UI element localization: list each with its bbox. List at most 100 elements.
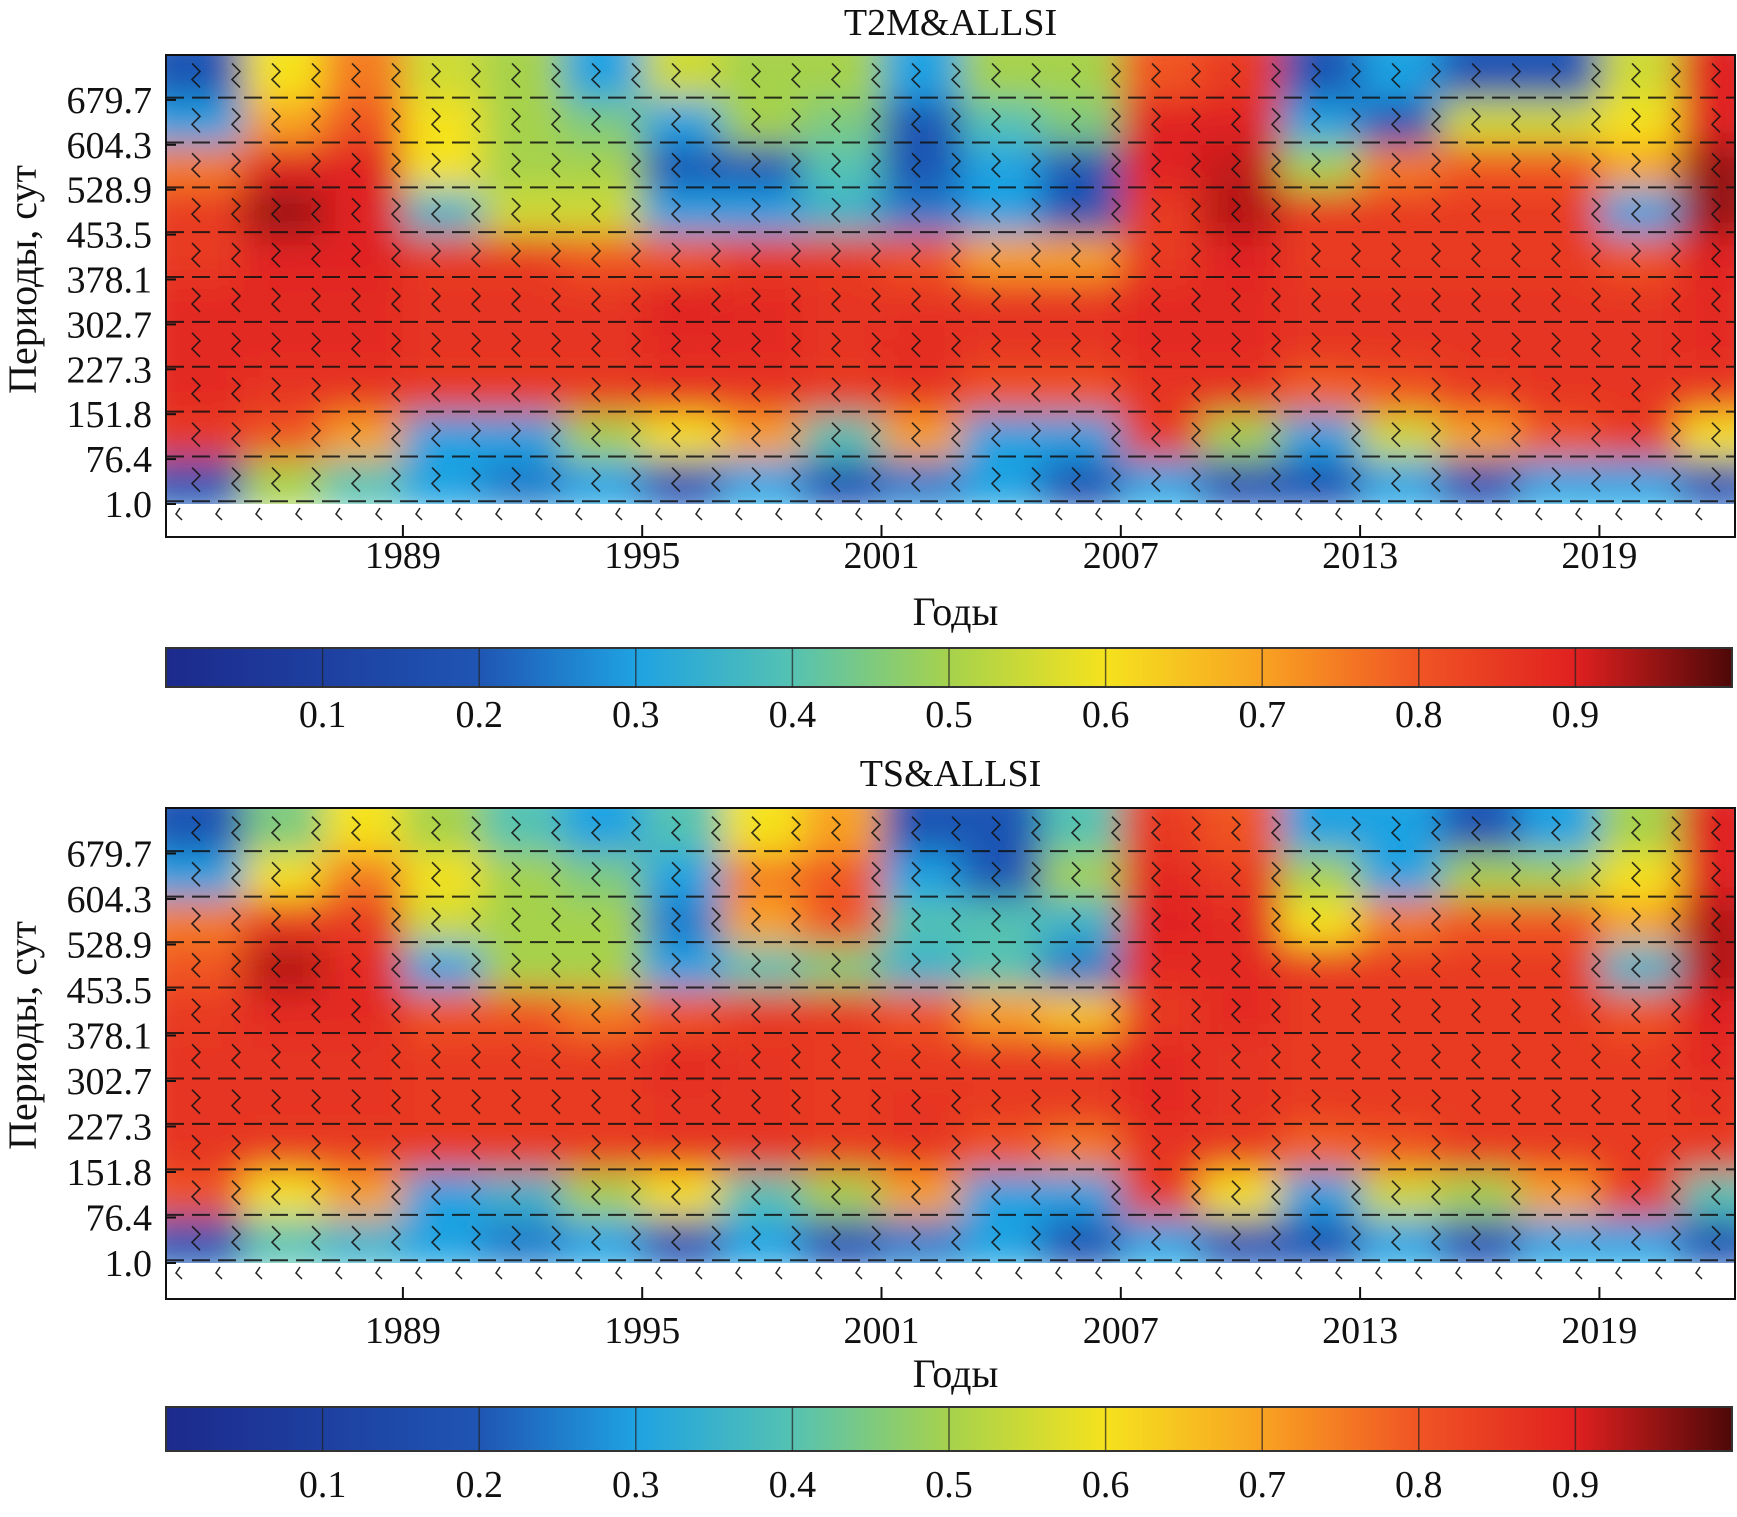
heatmap-cell [482,459,564,504]
heatmap-cell [1679,369,1735,416]
phase-arrow [1190,1134,1202,1160]
phase-arrow [495,1266,503,1280]
phase-arrow [775,507,783,521]
phase-arrow [1150,816,1162,842]
phase-arrow [1630,287,1642,313]
phase-arrow [990,1043,1002,1069]
phase-arrow [990,907,1002,933]
x-tick-label: 2001 [844,535,920,577]
heatmap-cell [1599,369,1681,416]
phase-arrow [630,1225,642,1251]
heatmap-cell [1519,899,1601,946]
phase-arrow [1230,107,1242,133]
y-tick-label: 151.8 [67,394,153,436]
phase-arrow [590,377,602,403]
phase-arrow [1070,466,1082,493]
phase-arrow [1670,197,1682,223]
heatmap-cell [1360,144,1441,191]
phase-arrow [310,907,322,933]
phase-arrow [830,1089,842,1115]
heatmap-cell [881,1126,963,1173]
heatmap-cell [482,1035,564,1082]
phase-arrow [1430,816,1442,842]
phase-arrow [670,332,682,358]
phase-arrow [630,107,642,133]
phase-arrow [1455,1266,1463,1280]
coherence-heatmap [166,55,1735,504]
heatmap-cell [642,853,723,900]
phase-arrow [350,816,362,842]
phase-arrow [1550,62,1562,89]
heatmap-cell [243,1081,325,1128]
phase-arrow [1670,1089,1682,1115]
phase-arrow [1150,998,1162,1024]
phase-arrow [870,1043,882,1069]
heatmap-cell [721,99,803,146]
heatmap-cell [323,99,404,146]
phase-arrow [375,507,383,521]
phase-arrow [630,332,642,358]
heatmap-cell [1439,414,1521,461]
phase-arrow [310,952,322,978]
heatmap-cell [1120,414,1202,461]
heatmap-cell [642,1172,723,1219]
phase-arrow [710,152,722,178]
phase-arrow [510,466,522,493]
heatmap-cell [1439,144,1521,191]
colorbar-tick-label: 0.5 [925,1464,973,1506]
phase-arrow [270,287,282,313]
phase-arrow [950,377,962,403]
phase-arrow [455,1266,463,1280]
phase-arrow [1510,907,1522,933]
phase-arrow [590,952,602,978]
heatmap-cell [1280,1172,1362,1219]
heatmap-cell [1041,144,1122,191]
phase-arrow [1190,197,1202,223]
phase-arrow [1630,152,1642,178]
phase-arrow [1230,1089,1242,1115]
phase-arrow [1070,107,1082,133]
heatmap-cell [1439,1081,1521,1128]
heatmap-cell [243,1126,325,1173]
phase-arrow [1430,242,1442,268]
heatmap-cell [1679,324,1735,371]
phase-arrow [470,1089,482,1115]
phase-arrow [1070,377,1082,403]
heatmap-cell [166,234,245,281]
phase-arrow [830,1180,842,1206]
phase-arrow [1230,1043,1242,1069]
phase-arrow [1510,197,1522,223]
phase-arrow [630,466,642,493]
phase-arrow [1510,1134,1522,1160]
phase-arrow [550,152,562,178]
heatmap-cell [961,99,1043,146]
phase-arrow [1710,952,1722,978]
colorbar-tick-label: 0.8 [1395,694,1443,736]
phase-arrow [1110,816,1122,842]
phase-arrow [1710,107,1722,133]
phase-arrow [430,816,442,842]
phase-arrow [630,816,642,842]
phase-arrow [1670,62,1682,89]
heatmap-cell [1120,1217,1202,1263]
phase-arrow [510,62,522,89]
heatmap-cell [801,1035,883,1082]
heatmap-cell [1519,808,1601,855]
heatmap-cell [642,369,723,416]
phase-arrow [910,1134,922,1160]
phase-arrow [1110,332,1122,358]
phase-arrow [1510,1180,1522,1206]
phase-arrow [1135,1266,1143,1280]
phase-arrow [710,377,722,403]
y-tick-label: 76.4 [86,439,153,481]
heatmap-cell [1360,1035,1441,1082]
phase-arrow [815,1266,823,1280]
heatmap-cell [1120,189,1202,236]
phase-arrow [470,998,482,1024]
heatmap-cell [961,459,1043,504]
phase-arrow [830,998,842,1024]
phase-arrow [270,62,282,89]
x-axis-label: Годы [913,589,999,634]
phase-arrow [430,332,442,358]
phase-arrow [1055,1266,1063,1280]
